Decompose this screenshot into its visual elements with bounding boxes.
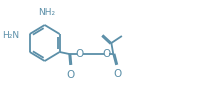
Text: NH₂: NH₂	[38, 8, 55, 17]
Text: H₂N: H₂N	[2, 31, 19, 40]
Text: O: O	[76, 49, 84, 59]
Text: O: O	[66, 70, 74, 80]
Text: O: O	[113, 69, 121, 79]
Text: O: O	[102, 49, 111, 59]
